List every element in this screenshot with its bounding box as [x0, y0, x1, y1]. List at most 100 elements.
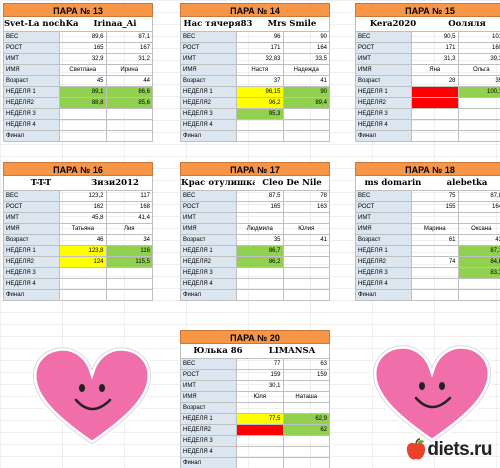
stat-row-age: Возраст6143 — [355, 234, 500, 246]
participant-nickname: Mrs Smile — [267, 19, 317, 29]
stat-value: 62,9 — [282, 413, 330, 425]
stat-label: НЕДЕЛЯ2 — [180, 97, 237, 109]
stat-row-height: РОСТ 165 167 — [3, 42, 153, 54]
stat-row-week2: НЕДЕЛЯ2 86,2 — [180, 256, 330, 268]
stat-label: ВЕС — [355, 190, 412, 202]
stat-value: 78 — [282, 190, 330, 202]
stat-value — [59, 130, 107, 142]
stat-value — [282, 245, 330, 257]
stat-label: Финал — [355, 130, 412, 142]
stat-value: 39,3 — [457, 53, 500, 65]
stat-value: 96,15 — [236, 86, 284, 98]
stat-value — [236, 130, 284, 142]
stat-row-final: Финал — [180, 130, 330, 142]
stat-value — [282, 380, 330, 392]
stat-value: 124 — [59, 256, 107, 268]
stat-value: 123,2 — [59, 190, 107, 202]
stat-label: ВЕС — [3, 31, 60, 43]
stat-label: НЕДЕЛЯ 1 — [180, 245, 237, 257]
stat-label: РОСТ — [3, 201, 60, 213]
stat-label: ВЕС — [180, 190, 237, 202]
stat-label: Финал — [180, 130, 237, 142]
stat-value — [457, 119, 500, 131]
participant-nickname: Нас тячеря83 — [183, 19, 253, 29]
stat-value — [282, 289, 330, 301]
stat-row-week3: НЕДЕЛЯ 3 — [3, 108, 153, 120]
stat-value — [411, 289, 459, 301]
stat-row-bmi: ИМТ 45,8 41,4 — [3, 212, 153, 224]
stat-label: ИМТ — [355, 212, 412, 224]
stat-value: 75 — [411, 190, 459, 202]
stat-value — [411, 278, 459, 290]
stat-value: Татьяна — [59, 223, 107, 235]
stat-row-week1: НЕДЕЛЯ 1 123,8 116 — [3, 245, 153, 257]
stat-row-week4: НЕДЕЛЯ 4 — [3, 119, 153, 131]
stat-label: Возраст — [180, 234, 237, 246]
stat-label: НЕДЕЛЯ 3 — [180, 435, 237, 447]
stat-label: ВЕС — [180, 358, 237, 370]
stat-value: 46 — [59, 234, 107, 246]
stat-value: 100,1 — [457, 86, 500, 98]
stat-label: НЕДЕЛЯ2 — [3, 97, 60, 109]
stat-value: 90,5 — [411, 31, 459, 43]
pair-stats-table: ВЕС 87,5 78 РОСТ 165 163 ИМТ ИМЯ Людмила Юлия Возр… — [180, 190, 330, 301]
stat-value: 171 — [411, 42, 459, 54]
stat-value: Надежда — [282, 64, 330, 76]
stat-value — [59, 119, 107, 131]
site-logo[interactable]: diets.ru — [405, 438, 492, 462]
stat-label: НЕДЕЛЯ2 — [355, 256, 412, 268]
stat-row-final: Финал — [3, 130, 153, 142]
pair-card: ПАРА № 14 Нас тячеря83 Mrs Smile ВЕС 96 90 РОС… — [180, 3, 330, 142]
stat-label: НЕДЕЛЯ 3 — [355, 108, 412, 120]
stat-value: 31,3 — [411, 53, 459, 65]
stat-label: Возраст — [180, 75, 237, 87]
stat-value: 63 — [282, 358, 330, 370]
stat-value — [411, 86, 459, 98]
stat-label: РОСТ — [180, 201, 237, 213]
stat-row-bmi: ИМТ 32,83 33,5 — [180, 53, 330, 65]
pair-stats-table: ВЕС90,5101РОСТ171160ИМТ31,339,3ИМЯЯнаОль… — [355, 31, 500, 142]
stat-value: 41 — [282, 234, 330, 246]
participant-nickname: LIMANSA — [268, 346, 316, 356]
stat-row-name: ИМЯ Юля Наташа — [180, 391, 330, 403]
stat-value — [105, 108, 153, 120]
heart-smiley-icon — [370, 342, 494, 446]
stat-row-weight: ВЕС 77 63 — [180, 358, 330, 370]
stat-value — [411, 97, 459, 109]
stat-value — [282, 402, 330, 414]
stat-row-week3: НЕДЕЛЯ 3 — [355, 108, 500, 120]
pair-nicknames: Юлька 86 LIMANSA — [180, 344, 330, 358]
stat-row-bmi: ИМТ 30,1 — [180, 380, 330, 392]
stat-label: ИМЯ — [180, 223, 237, 235]
stat-row-age: Возраст 35 41 — [180, 234, 330, 246]
stat-value: 96 — [236, 31, 284, 43]
stat-value: Людмила — [236, 223, 284, 235]
pair-stats-table: ВЕС 77 63 РОСТ 159 159 ИМТ 30,1 ИМЯ Юля Наташа Возр… — [180, 358, 330, 468]
pair-card: ПАРА № 17 Крас отулишка Cleo De Nile ВЕС 87,… — [180, 162, 330, 301]
stat-value: 165 — [236, 201, 284, 213]
stat-value — [457, 289, 500, 301]
stat-value: 89,6 — [59, 31, 107, 43]
stat-value: 33,5 — [282, 53, 330, 65]
pair-title: ПАРА № 14 — [180, 3, 330, 17]
stat-row-name: ИМЯ Настя Надежда — [180, 64, 330, 76]
pair-stats-table: ВЕС 89,6 87,1 РОСТ 165 167 ИМТ 32,9 31,2 ИМЯ Светл… — [3, 31, 153, 142]
stat-row-height: РОСТ 162 168 — [3, 201, 153, 213]
stat-value — [282, 457, 330, 468]
stat-label: РОСТ — [3, 42, 60, 54]
stat-value: 167 — [105, 42, 153, 54]
stat-row-name: ИМЯ Людмила Юлия — [180, 223, 330, 235]
stat-row-age: Возраст — [180, 402, 330, 414]
stat-label: НЕДЕЛЯ 1 — [3, 245, 60, 257]
stat-row-weight: ВЕС 96 90 — [180, 31, 330, 43]
stat-value — [457, 108, 500, 120]
pair-nicknames: Нас тячеря83 Mrs Smile — [180, 17, 330, 31]
stat-label: НЕДЕЛЯ 1 — [355, 245, 412, 257]
stat-label: ИМЯ — [355, 223, 412, 235]
stat-row-week3: НЕДЕЛЯ 3 — [180, 435, 330, 447]
stat-value — [282, 119, 330, 131]
